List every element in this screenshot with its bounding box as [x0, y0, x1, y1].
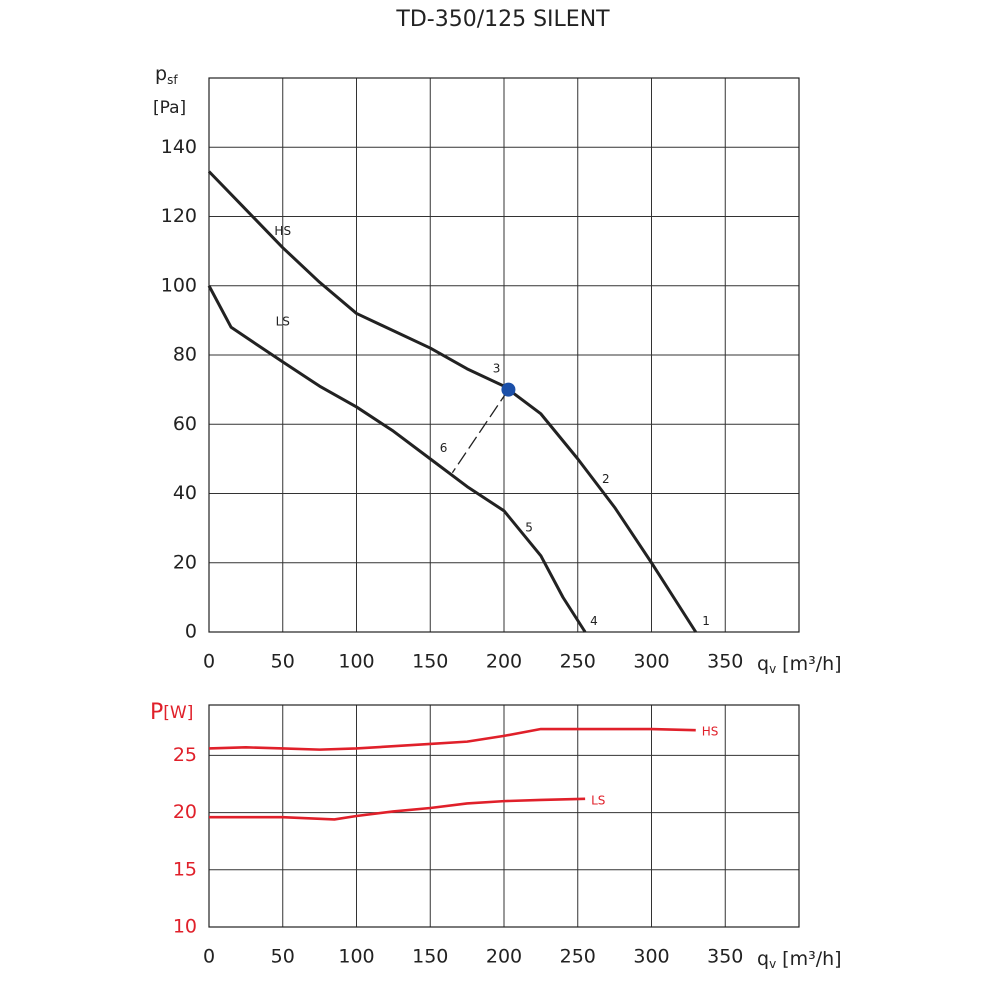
y-tick-label: 0 [185, 621, 197, 643]
x-label-unit: [m³/h] [782, 653, 841, 675]
x-tick-label: 200 [486, 651, 522, 673]
y-tick-label: 140 [161, 136, 197, 158]
y-label-main: p [155, 63, 167, 85]
series-name: HS [274, 224, 291, 238]
x-tick-label: 100 [338, 651, 374, 673]
annotation: 5 [525, 521, 533, 535]
series-name: LS [276, 314, 290, 328]
y-tick-label: 40 [173, 482, 197, 504]
series-line [209, 799, 585, 820]
x-tick-label: 100 [338, 946, 374, 968]
x-label-sub: v [769, 957, 776, 971]
chart-title: TD-350/125 SILENT [395, 7, 610, 32]
y-tick-label: 120 [161, 205, 197, 227]
x-tick-label: 350 [707, 946, 743, 968]
x-label-sub: v [769, 662, 776, 676]
y-tick-label: 100 [161, 274, 197, 296]
y-tick-label: 20 [173, 551, 197, 573]
x-tick-label: 250 [560, 946, 596, 968]
annotation: 4 [590, 614, 598, 628]
x-tick-label: 0 [203, 651, 215, 673]
x-tick-label: 150 [412, 651, 448, 673]
annotation: 2 [602, 472, 610, 486]
series-name: LS [591, 793, 605, 807]
y-axis-unit: [Pa] [153, 98, 186, 118]
x-axis-label: qv [m³/h] [757, 653, 842, 676]
x-tick-label: 300 [633, 651, 669, 673]
y-tick-label: 25 [173, 744, 197, 766]
x-tick-label: 50 [271, 651, 295, 673]
series-name: HS [702, 725, 719, 739]
x-label-main: q [757, 948, 769, 970]
y-label-main: P [150, 700, 163, 725]
x-tick-label: 300 [633, 946, 669, 968]
annotation: 6 [440, 441, 448, 455]
y-label-unit: [W] [163, 703, 193, 723]
series-line [209, 286, 585, 632]
y-label-sub: sf [167, 73, 178, 87]
dashed-line [452, 390, 508, 473]
x-tick-label: 50 [271, 946, 295, 968]
x-tick-label: 250 [560, 651, 596, 673]
y-tick-label: 80 [173, 344, 197, 366]
x-label-unit: [m³/h] [782, 948, 841, 970]
y-tick-label: 20 [173, 801, 197, 823]
y-axis-label: psf [155, 63, 178, 87]
x-tick-label: 350 [707, 651, 743, 673]
operating-point [501, 383, 515, 397]
y-axis-label: P[W] [150, 700, 193, 725]
x-tick-label: 150 [412, 946, 448, 968]
x-tick-label: 0 [203, 946, 215, 968]
y-tick-label: 15 [173, 858, 197, 880]
x-label-main: q [757, 653, 769, 675]
x-axis-label: qv [m³/h] [757, 948, 842, 971]
series-line [209, 729, 696, 750]
annotation: 3 [493, 361, 501, 375]
y-tick-label: 10 [173, 916, 197, 938]
y-tick-label: 60 [173, 413, 197, 435]
annotation: 1 [702, 614, 710, 628]
x-tick-label: 200 [486, 946, 522, 968]
